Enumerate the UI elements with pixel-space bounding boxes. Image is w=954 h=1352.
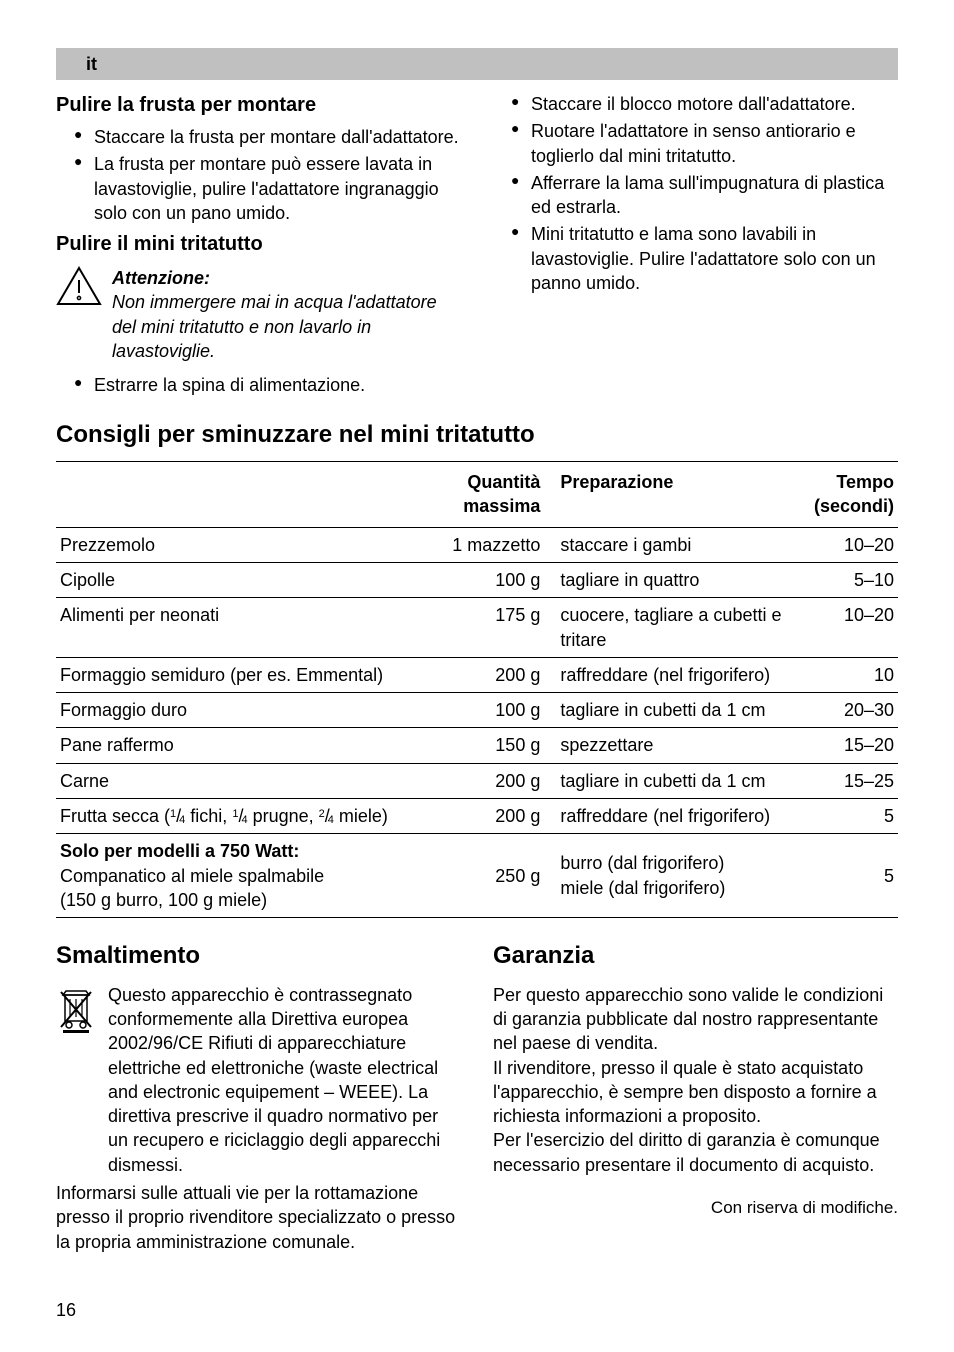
attention-block: Attenzione: Non immergere mai in acqua l…: [56, 266, 461, 363]
cell-item: Prezzemolo: [56, 527, 435, 562]
th-prep: Preparazione: [544, 462, 788, 527]
heading-whisk: Pulire la frusta per montare: [56, 92, 461, 119]
table-row: Formaggio duro 100 g tagliare in cubetti…: [56, 693, 898, 728]
list-item: Mini tritatutto e lama sono lavabili in …: [493, 222, 898, 295]
cell-prep: tagliare in cubetti da 1 cm: [544, 693, 788, 728]
table-row: Cipolle 100 g tagliare in quattro 5–10: [56, 562, 898, 597]
cell-time: 15–25: [789, 763, 898, 798]
language-bar: it: [56, 48, 898, 80]
th-item: [56, 462, 435, 527]
cell-prep: spezzettare: [544, 728, 788, 763]
attention-body: Non immergere mai in acqua l'adattatore …: [112, 290, 461, 363]
cell-qty: 250 g: [435, 834, 544, 918]
disposal-column: Smaltimento Questo apparecchio è contras…: [56, 940, 461, 1254]
left-column: Pulire la frusta per montare Staccare la…: [56, 86, 461, 401]
cell-item: Solo per modelli a 750 Watt:Companatico …: [56, 834, 435, 918]
disposal-p1: Questo apparecchio è contrassegnato conf…: [108, 983, 461, 1177]
table-row: Prezzemolo 1 mazzetto staccare i gambi 1…: [56, 527, 898, 562]
cell-prep: burro (dal frigorifero)miele (dal frigor…: [544, 834, 788, 918]
upper-columns: Pulire la frusta per montare Staccare la…: [56, 86, 898, 401]
table-row: Carne 200 g tagliare in cubetti da 1 cm …: [56, 763, 898, 798]
cell-qty: 175 g: [435, 598, 544, 658]
cell-qty: 200 g: [435, 799, 544, 834]
cell-qty: 150 g: [435, 728, 544, 763]
cell-item: Formaggio semiduro (per es. Emmental): [56, 657, 435, 692]
table-row: Solo per modelli a 750 Watt:Companatico …: [56, 834, 898, 918]
page-number: 16: [56, 1298, 76, 1322]
warranty-title: Garanzia: [493, 940, 898, 972]
unplug-list: Estrarre la spina di alimentazione.: [56, 373, 461, 397]
warranty-p3: Per l'esercizio del diritto di garanzia …: [493, 1128, 898, 1177]
cell-time: 20–30: [789, 693, 898, 728]
table-row: Alimenti per neonati 175 g cuocere, tagl…: [56, 598, 898, 658]
footer-note: Con riserva di modifiche.: [493, 1197, 898, 1220]
cell-qty: 100 g: [435, 693, 544, 728]
th-time: Tempo (secondi): [789, 462, 898, 527]
cell-time: 10–20: [789, 527, 898, 562]
table-body: Prezzemolo 1 mazzetto staccare i gambi 1…: [56, 527, 898, 918]
cell-time: 5: [789, 834, 898, 918]
warranty-p2: Il rivenditore, presso il quale è stato …: [493, 1056, 898, 1129]
cell-item: Carne: [56, 763, 435, 798]
list-item: Estrarre la spina di alimentazione.: [56, 373, 461, 397]
cell-time: 5–10: [789, 562, 898, 597]
cell-item: Cipolle: [56, 562, 435, 597]
right-column: Staccare il blocco motore dall'adattator…: [493, 86, 898, 401]
warning-icon: [56, 266, 102, 306]
cell-prep: raffreddare (nel frigorifero): [544, 657, 788, 692]
cell-qty: 100 g: [435, 562, 544, 597]
table-header-row: Quantità massima Preparazione Tempo (sec…: [56, 462, 898, 527]
cell-time: 5: [789, 799, 898, 834]
cell-prep: tagliare in quattro: [544, 562, 788, 597]
list-item: La frusta per montare può essere lavata …: [56, 152, 461, 225]
table-title: Consigli per sminuzzare nel mini tritatu…: [56, 419, 898, 451]
cell-time: 10–20: [789, 598, 898, 658]
cell-prep: tagliare in cubetti da 1 cm: [544, 763, 788, 798]
cell-item: Formaggio duro: [56, 693, 435, 728]
table-row: Pane raffermo 150 g spezzettare 15–20: [56, 728, 898, 763]
list-item: Ruotare l'adattatore in senso antiorario…: [493, 119, 898, 168]
warranty-column: Garanzia Per questo apparecchio sono val…: [493, 940, 898, 1254]
attention-title: Attenzione:: [112, 266, 461, 290]
whisk-list: Staccare la frusta per montare dall'adat…: [56, 125, 461, 225]
list-item: Staccare il blocco motore dall'adattator…: [493, 92, 898, 116]
language-code: it: [86, 52, 97, 76]
table-row: Frutta secca (1/4 fichi, 1/4 prugne, 2/4…: [56, 799, 898, 834]
disposal-row: Questo apparecchio è contrassegnato conf…: [56, 983, 461, 1177]
cell-time: 15–20: [789, 728, 898, 763]
cell-item: Pane raffermo: [56, 728, 435, 763]
th-qty: Quantità massima: [435, 462, 544, 527]
table-row: Formaggio semiduro (per es. Emmental) 20…: [56, 657, 898, 692]
disposal-title: Smaltimento: [56, 940, 461, 972]
right-list: Staccare il blocco motore dall'adattator…: [493, 92, 898, 295]
cell-item: Frutta secca (1/4 fichi, 1/4 prugne, 2/4…: [56, 799, 435, 834]
chopping-table: Quantità massima Preparazione Tempo (sec…: [56, 462, 898, 918]
warranty-p1: Per questo apparecchio sono valide le co…: [493, 983, 898, 1056]
disposal-p2: Informarsi sulle attuali vie per la rott…: [56, 1181, 461, 1254]
cell-prep: raffreddare (nel frigorifero): [544, 799, 788, 834]
cell-qty: 200 g: [435, 657, 544, 692]
cell-qty: 200 g: [435, 763, 544, 798]
weee-icon: [56, 987, 96, 1033]
list-item: Staccare la frusta per montare dall'adat…: [56, 125, 461, 149]
attention-text: Attenzione: Non immergere mai in acqua l…: [112, 266, 461, 363]
cell-prep: staccare i gambi: [544, 527, 788, 562]
heading-chopper: Pulire il mini tritatutto: [56, 231, 461, 258]
lower-columns: Smaltimento Questo apparecchio è contras…: [56, 940, 898, 1254]
cell-item: Alimenti per neonati: [56, 598, 435, 658]
cell-qty: 1 mazzetto: [435, 527, 544, 562]
cell-prep: cuocere, tagliare a cubetti e tritare: [544, 598, 788, 658]
cell-time: 10: [789, 657, 898, 692]
list-item: Afferrare la lama sull'impugnatura di pl…: [493, 171, 898, 220]
